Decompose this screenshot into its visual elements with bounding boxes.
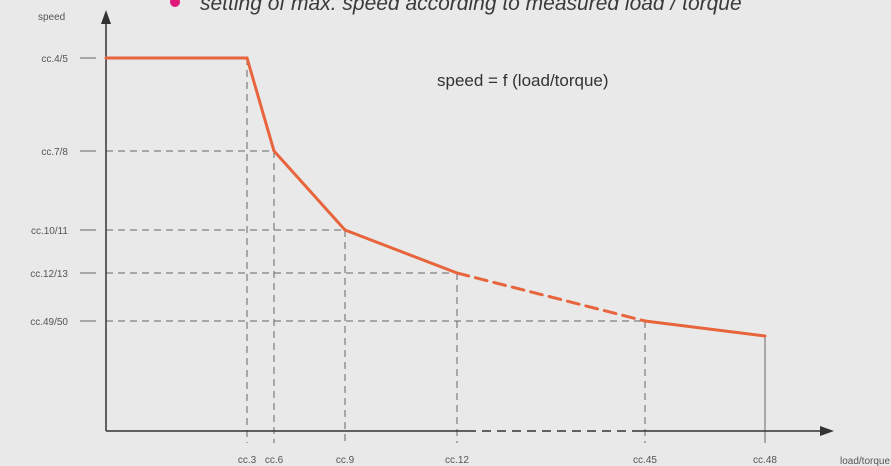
y-tick-label-2: cc.10/11 [31, 226, 68, 237]
x-axis-title: load/torque [840, 456, 890, 466]
y-tick-label-3: cc.12/13 [30, 269, 68, 280]
formula-label: speed = f (load/torque) [437, 71, 609, 90]
x-tick-label-3: cc.12 [445, 455, 469, 466]
bullet-point: setting of max. speed according to measu… [170, 0, 742, 16]
x-tick-label-4: cc.45 [633, 455, 657, 466]
bullet-dot-icon [170, 0, 180, 8]
bullet-text: setting of max. speed according to measu… [200, 0, 742, 15]
y-tick-label-4: cc.49/50 [30, 317, 68, 328]
axes [101, 10, 834, 436]
axis-labels: cc.4/5 cc.7/8 cc.10/11 cc.12/13 cc.49/50 cc.3… [30, 54, 777, 466]
curve-segment-4 [455, 271, 647, 323]
speed-curve [104, 56, 767, 338]
x-tick-label-1: cc.6 [265, 455, 284, 466]
grid-lines [80, 57, 766, 443]
y-tick-label-1: cc.7/8 [41, 147, 68, 158]
y-tick-label-0: cc.4/5 [41, 54, 68, 65]
y-axis-arrow-icon [101, 10, 111, 24]
x-tick-label-2: cc.9 [336, 455, 355, 466]
x-tick-label-0: cc.3 [238, 455, 257, 466]
curve-segment-5 [643, 319, 767, 338]
curve-segment-3 [343, 228, 459, 275]
x-axis-arrow-icon [820, 426, 834, 436]
y-axis-title: speed [38, 12, 65, 23]
curve-segment-1 [245, 56, 276, 153]
curve-segment-2 [272, 149, 347, 232]
x-tick-label-5: cc.48 [753, 455, 777, 466]
